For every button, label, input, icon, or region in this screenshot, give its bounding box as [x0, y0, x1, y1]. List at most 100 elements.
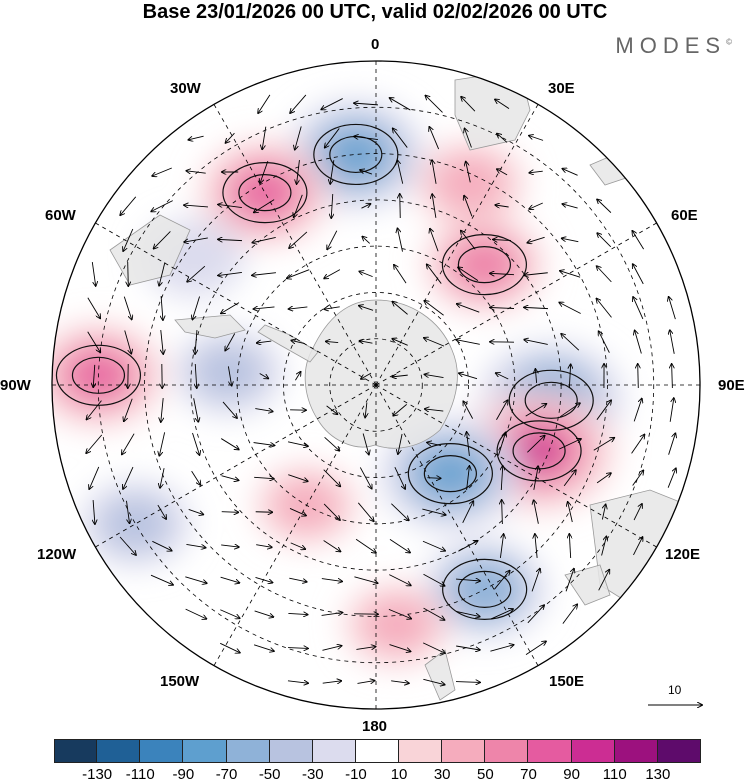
wind-arrow: [497, 134, 508, 143]
wind-arrow: [427, 478, 440, 479]
lon-label-120e: 120E: [665, 546, 701, 563]
colorbar-cell: [355, 739, 400, 763]
wind-arrow: [597, 233, 612, 248]
colorbar-tick-label: -70: [215, 766, 238, 783]
wind-arrow: [393, 404, 407, 415]
wind-arrow: [221, 545, 239, 547]
wind-arrow: [490, 273, 515, 274]
lon-label-150w: 150W: [160, 673, 200, 690]
wind-arrow: [429, 127, 440, 150]
reference-vector-label: 10: [668, 683, 682, 697]
wind-arrow: [186, 171, 206, 173]
wind-arrow: [288, 613, 307, 614]
wind-arrow: [456, 645, 480, 650]
wind-arrow: [297, 160, 300, 184]
wind-arrow: [226, 132, 235, 143]
wind-arrow: [120, 196, 137, 215]
wind-arrow: [255, 512, 273, 513]
wind-arrow: [152, 167, 172, 176]
wind-arrow: [397, 160, 404, 184]
wind-arrow: [322, 681, 342, 683]
wind-arrow: [323, 540, 341, 552]
colorbar-cell: [54, 739, 98, 763]
colorbar-tick-label: 130: [645, 766, 671, 783]
wind-arrow: [531, 569, 540, 592]
wind-arrow: [359, 271, 373, 278]
wind-arrow: [252, 236, 276, 242]
wind-arrow: [599, 331, 610, 353]
colorbar-cell: [485, 739, 529, 763]
lon-label-180: 180: [362, 718, 388, 735]
wind-arrow: [188, 509, 204, 514]
colorbar-cell: [226, 739, 270, 763]
wind-arrow: [560, 271, 581, 278]
wind-arrow: [424, 338, 445, 347]
brand-mark: ©: [726, 37, 732, 47]
meridian-line: [375, 384, 539, 666]
wind-arrow: [128, 261, 129, 286]
wind-arrow: [218, 239, 243, 240]
meridian-line: [95, 384, 377, 548]
anomaly-core: [454, 170, 486, 197]
wind-arrow: [501, 466, 502, 491]
wind-arrow: [186, 543, 205, 547]
wind-arrow: [391, 681, 409, 683]
wind-arrow: [499, 534, 503, 558]
wind-arrow: [322, 646, 341, 651]
wind-arrow: [668, 433, 676, 455]
wind-arrow: [218, 204, 242, 208]
wind-arrow: [527, 605, 544, 624]
wind-arrow: [394, 466, 405, 489]
wind-arrow: [354, 103, 379, 105]
wind-arrow: [525, 404, 547, 417]
wind-arrow: [601, 536, 607, 556]
wind-arrow: [124, 398, 133, 421]
wind-arrow: [393, 128, 408, 148]
wind-arrow: [193, 398, 199, 422]
anomaly-core: [245, 176, 285, 209]
wind-arrow: [392, 339, 408, 346]
vortex-contour: [524, 381, 578, 419]
meridian-line: [375, 384, 657, 548]
wind-arrow: [493, 239, 511, 240]
wind-arrow: [254, 199, 275, 213]
wind-arrow: [93, 499, 95, 524]
vortex-contour: [457, 246, 511, 284]
lon-label-60w: 60W: [45, 207, 76, 224]
wind-arrow: [362, 237, 370, 244]
wind-arrow: [161, 296, 163, 320]
wind-arrow: [122, 433, 135, 455]
colorbar-cell: [183, 739, 227, 763]
wind-arrow: [394, 265, 407, 284]
wind-arrow: [423, 678, 444, 684]
latitude-circle: [283, 292, 469, 478]
wind-arrow: [357, 502, 373, 521]
wind-arrow: [391, 503, 408, 521]
wind-arrow: [323, 503, 340, 520]
wind-arrow: [558, 439, 581, 450]
anomaly-core: [428, 455, 473, 492]
colorbar-tick-label: 50: [476, 766, 494, 783]
colorbar-tick-label: 70: [520, 766, 537, 783]
wind-arrow: [392, 375, 408, 377]
wind-arrow: [324, 307, 340, 309]
wind-arrow: [325, 128, 340, 147]
wind-arrow: [635, 330, 642, 354]
modes-logo: MODES©: [615, 33, 732, 59]
wind-arrow: [154, 231, 171, 248]
meridian-line: [375, 222, 657, 386]
wind-arrow: [427, 442, 442, 445]
lon-label-0: 0: [371, 36, 380, 53]
wind-arrow: [321, 98, 343, 110]
wind-arrow: [423, 573, 444, 586]
wind-arrow: [672, 364, 673, 389]
wind-arrow: [631, 435, 645, 454]
wind-arrow: [562, 169, 578, 176]
colorbar: [54, 739, 701, 763]
wind-arrow: [86, 434, 103, 453]
wind-arrow: [569, 534, 570, 559]
wind-arrow: [93, 364, 95, 387]
wind-arrow: [87, 331, 101, 352]
wind-arrow: [524, 307, 549, 308]
wind-arrow: [430, 229, 439, 252]
